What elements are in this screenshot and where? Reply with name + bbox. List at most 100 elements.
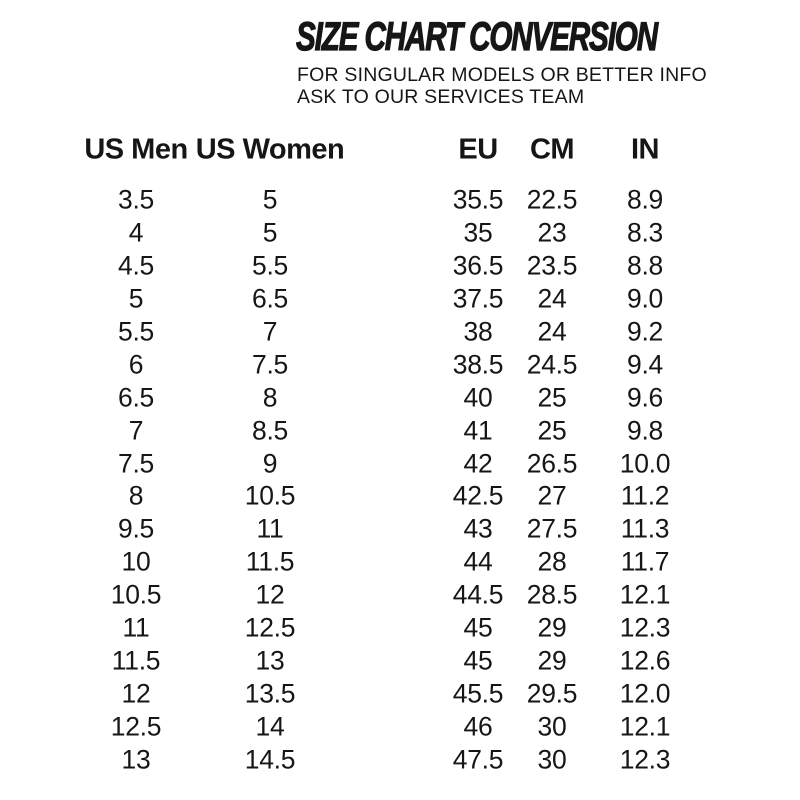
table-cell: 10.5 <box>244 480 296 511</box>
table-row: 8 10.5 42.5 27 11.2 <box>0 480 800 513</box>
table-cell: 5.5 <box>252 250 288 281</box>
table-cell: 8 <box>128 480 144 511</box>
table-cell: 4.5 <box>118 250 154 281</box>
table-cell: 7 <box>128 415 144 446</box>
table-cell: 12.6 <box>619 645 671 676</box>
table-cell: 46 <box>463 711 493 742</box>
table-cell: 11 <box>122 612 150 643</box>
table-cell: 30 <box>537 744 567 775</box>
table-cell: 29.5 <box>526 678 578 709</box>
chart-header: SIZE CHART CONVERSION FOR SINGULAR MODEL… <box>296 14 784 108</box>
table-cell: 38.5 <box>452 349 504 380</box>
table-cell: 12.3 <box>619 744 671 775</box>
table-row: 3.5 5 35.5 22.5 8.9 <box>0 184 800 217</box>
table-cell: 24 <box>537 316 567 347</box>
table-cell: 25 <box>537 415 567 446</box>
column-header: CM <box>529 133 575 166</box>
table-row: 5 6.5 37.5 24 9.0 <box>0 283 800 316</box>
table-cell: 11.3 <box>620 513 670 544</box>
table-cell: 5 <box>262 217 278 248</box>
table-row: 10 11.5 44 28 11.7 <box>0 546 800 579</box>
table-cell: 3.5 <box>118 184 154 215</box>
table-cell: 12.5 <box>244 612 296 643</box>
table-cell: 9.5 <box>118 513 154 544</box>
size-conversion-table: US Men US Women EU CM IN 3.5 5 35.5 22.5 8.9 4 5 35 2… <box>0 130 800 776</box>
table-cell: 42 <box>463 448 493 479</box>
table-row: 5.5 7 38 24 9.2 <box>0 316 800 349</box>
table-cell: 5.5 <box>118 316 154 347</box>
table-cell: 24 <box>537 283 567 314</box>
table-cell: 4 <box>128 217 144 248</box>
table-cell: 29 <box>537 612 567 643</box>
table-cell: 8.9 <box>627 184 663 215</box>
table-cell: 11 <box>256 513 284 544</box>
table-cell: 27.5 <box>526 513 578 544</box>
table-row: 7 8.5 41 25 9.8 <box>0 414 800 447</box>
page-subtitle: FOR SINGULAR MODELS OR BETTER INFO ASK TO… <box>297 64 784 108</box>
table-cell: 24.5 <box>526 349 578 380</box>
table-cell: 23.5 <box>526 250 578 281</box>
table-cell: 42.5 <box>452 480 504 511</box>
table-cell: 12.0 <box>619 678 671 709</box>
table-cell: 10 <box>121 546 151 577</box>
table-cell: 44.5 <box>452 579 504 610</box>
table-cell: 8 <box>262 382 278 413</box>
subtitle-line-2: ASK TO OUR SERVICES TEAM <box>297 85 585 108</box>
table-cell: 12 <box>121 678 151 709</box>
table-cell: 13 <box>255 645 285 676</box>
table-cell: 5 <box>128 283 144 314</box>
table-cell: 45 <box>463 612 493 643</box>
table-row: 11 12.5 45 29 12.3 <box>0 612 800 645</box>
table-cell: 9 <box>262 448 278 479</box>
table-cell: 14 <box>255 711 285 742</box>
table-cell: 23 <box>537 217 567 248</box>
table-row: 4.5 5.5 36.5 23.5 8.8 <box>0 250 800 283</box>
table-cell: 36.5 <box>452 250 504 281</box>
table-cell: 45.5 <box>452 678 504 709</box>
table-cell: 6.5 <box>252 283 288 314</box>
table-cell: 13 <box>121 744 151 775</box>
table-row: 12.5 14 46 30 12.1 <box>0 710 800 743</box>
table-row: 7.5 9 42 26.5 10.0 <box>0 447 800 480</box>
table-cell: 12.1 <box>619 711 671 742</box>
table-cell: 10.5 <box>110 579 162 610</box>
table-cell: 11.7 <box>620 546 670 577</box>
table-cell: 9.2 <box>627 316 663 347</box>
table-cell: 25 <box>537 382 567 413</box>
table-row: 13 14.5 47.5 30 12.3 <box>0 743 800 776</box>
table-cell: 11.5 <box>111 645 161 676</box>
table-cell: 47.5 <box>452 744 504 775</box>
table-row: 12 13.5 45.5 29.5 12.0 <box>0 677 800 710</box>
table-cell: 41 <box>463 415 493 446</box>
table-cell: 13.5 <box>244 678 296 709</box>
table-cell: 14.5 <box>244 744 296 775</box>
table-row: 11.5 13 45 29 12.6 <box>0 644 800 677</box>
table-cell: 9.4 <box>627 349 663 380</box>
table-cell: 7 <box>262 316 278 347</box>
table-cell: 37.5 <box>452 283 504 314</box>
table-cell: 10.0 <box>619 448 671 479</box>
table-cell: 43 <box>463 513 493 544</box>
table-cell: 38 <box>463 316 493 347</box>
table-cell: 6.5 <box>118 382 154 413</box>
table-cell: 35.5 <box>452 184 504 215</box>
table-cell: 12.1 <box>619 579 671 610</box>
table-row: 6 7.5 38.5 24.5 9.4 <box>0 348 800 381</box>
table-row: 9.5 11 43 27.5 11.3 <box>0 513 800 546</box>
table-row: 4 5 35 23 8.3 <box>0 217 800 250</box>
table-row: 10.5 12 44.5 28.5 12.1 <box>0 579 800 612</box>
table-cell: 12.3 <box>619 612 671 643</box>
column-header: US Women <box>195 133 345 166</box>
column-header: EU <box>458 133 498 166</box>
table-cell: 11.5 <box>245 546 295 577</box>
table-cell: 12 <box>255 579 285 610</box>
table-cell: 6 <box>128 349 144 380</box>
table-row: 6.5 8 40 25 9.6 <box>0 381 800 414</box>
table-cell: 30 <box>537 711 567 742</box>
table-cell: 11.2 <box>620 480 670 511</box>
column-header: IN <box>631 133 660 166</box>
subtitle-line-1: FOR SINGULAR MODELS OR BETTER INFO <box>297 64 707 86</box>
table-cell: 9.0 <box>627 283 663 314</box>
table-cell: 12.5 <box>110 711 162 742</box>
